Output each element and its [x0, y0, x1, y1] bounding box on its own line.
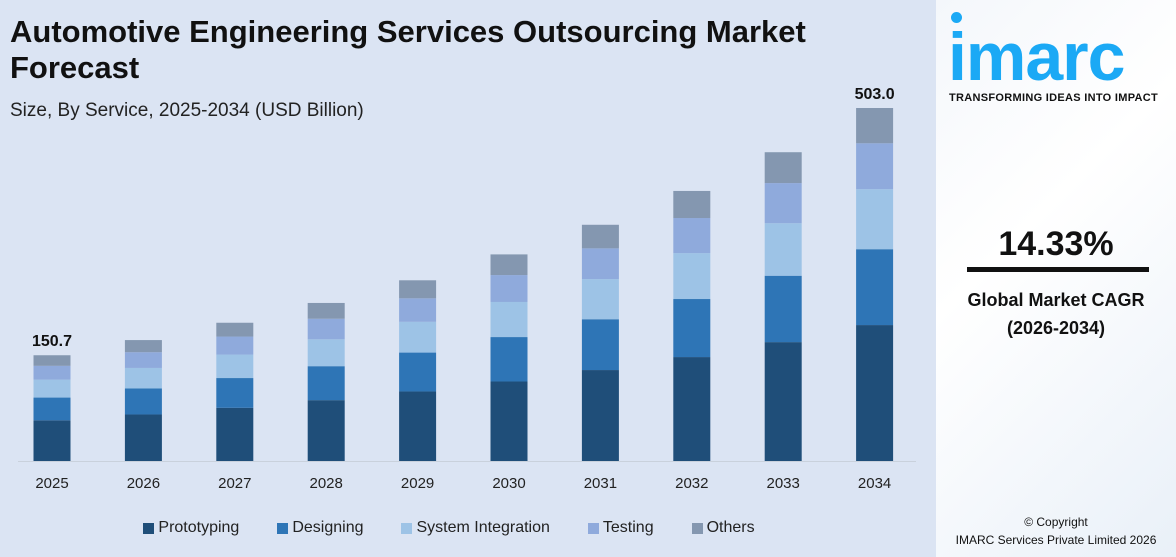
bar-segment-system-integration-2027 [216, 354, 254, 379]
x-tick-label: 2029 [401, 475, 434, 492]
bar-segment-prototyping-2034 [856, 325, 894, 461]
bar-segment-prototyping-2032 [673, 357, 711, 461]
legend-item: Prototyping [143, 519, 239, 537]
bar-segment-prototyping-2033 [764, 342, 802, 461]
bar-segment-testing-2030 [490, 275, 528, 302]
bar-segment-testing-2031 [581, 248, 619, 280]
bar-segment-others-2026 [124, 340, 162, 353]
bar-segment-others-2028 [307, 302, 345, 319]
bar-segment-designing-2031 [581, 319, 619, 371]
legend-swatch [401, 522, 413, 534]
bar-segment-others-2032 [673, 190, 711, 219]
bar-segment-others-2027 [216, 322, 254, 337]
bar-segment-others-2029 [399, 280, 437, 299]
x-tick-label: 2033 [767, 475, 800, 492]
cagr-label: Global Market CAGR (2026-2034) [936, 286, 1176, 342]
legend-item: Designing [277, 519, 363, 537]
bar-segment-system-integration-2033 [764, 223, 802, 276]
bar-segment-others-2025 [33, 355, 71, 366]
legend-label: System Integration [416, 519, 550, 536]
bar-segment-system-integration-2034 [856, 189, 894, 250]
bar-segment-system-integration-2029 [399, 321, 437, 353]
chart-subtitle: Size, By Service, 2025-2034 (USD Billion… [10, 100, 364, 121]
x-tick-label: 2028 [310, 475, 343, 492]
bar-segment-prototyping-2030 [490, 381, 528, 461]
bar-segment-prototyping-2026 [124, 414, 162, 461]
bar-segment-system-integration-2032 [673, 253, 711, 300]
info-panel: imarc TRANSFORMING IDEAS INTO IMPACT 14.… [936, 0, 1176, 557]
legend-swatch [143, 522, 155, 534]
legend-label: Testing [602, 519, 654, 536]
company-name: IMARC Services Private Limited 2026 [955, 533, 1157, 547]
bar-segment-system-integration-2026 [124, 367, 162, 389]
bar-segment-system-integration-2025 [33, 379, 71, 398]
bar-segment-designing-2030 [490, 337, 528, 382]
bar-segment-designing-2034 [856, 249, 894, 326]
logo-dot [951, 12, 962, 23]
legend-label: Others [706, 519, 755, 536]
cagr-period: (2026-2034) [1006, 318, 1106, 338]
bar-segment-others-2034 [856, 108, 894, 144]
imarc-logo: imarc [948, 19, 1125, 95]
bar-segment-testing-2034 [856, 143, 894, 190]
legend-item: System Integration [401, 519, 550, 537]
bar-segment-system-integration-2031 [581, 279, 619, 320]
bar-segment-designing-2029 [399, 352, 437, 392]
x-tick-label: 2027 [218, 475, 251, 492]
bar-segment-designing-2027 [216, 378, 254, 408]
bar-segment-prototyping-2031 [581, 370, 619, 461]
bar-segment-others-2033 [764, 152, 802, 184]
bar-segment-designing-2032 [673, 299, 711, 358]
legend-item: Testing [587, 519, 654, 537]
bar-segment-testing-2027 [216, 336, 254, 355]
bar-segment-testing-2033 [764, 183, 802, 224]
bar-segment-designing-2025 [33, 397, 71, 421]
bar-segment-designing-2026 [124, 388, 162, 415]
divider [967, 267, 1149, 272]
bar-segment-designing-2033 [764, 275, 802, 343]
bar-segment-others-2031 [581, 224, 619, 249]
x-tick-label: 2034 [858, 475, 891, 492]
chart-panel: Automotive Engineering Services Outsourc… [0, 14, 936, 537]
bar-segment-prototyping-2027 [216, 407, 254, 461]
bar-segment-designing-2028 [307, 366, 345, 401]
legend-label: Designing [292, 519, 364, 536]
copyright: © Copyright [1024, 515, 1088, 529]
bar-segment-testing-2025 [33, 365, 71, 380]
brand-tagline: TRANSFORMING IDEAS INTO IMPACT [949, 92, 1159, 104]
data-label: 150.7 [32, 333, 72, 350]
cagr-value: 14.33% [998, 225, 1114, 263]
chart-title: Automotive Engineering Services Outsourc… [10, 14, 806, 85]
bar-segment-testing-2032 [673, 218, 711, 254]
bar-segment-prototyping-2025 [33, 420, 71, 461]
x-tick-label: 2026 [127, 475, 160, 492]
bar-segment-testing-2029 [399, 298, 437, 322]
data-label: 503.0 [855, 86, 895, 103]
x-tick-label: 2030 [492, 475, 525, 492]
legend-swatch [691, 522, 703, 534]
bar-segment-prototyping-2028 [307, 400, 345, 461]
cagr-label-text: Global Market CAGR [967, 290, 1145, 310]
bar-segment-system-integration-2028 [307, 339, 345, 367]
legend-label: Prototyping [158, 519, 240, 536]
x-tick-label: 2031 [584, 475, 617, 492]
legend: Prototyping Designing System Integration Te… [0, 519, 936, 537]
x-tick-label: 2025 [35, 475, 68, 492]
legend-item: Others [691, 519, 755, 537]
bar-segment-testing-2028 [307, 318, 345, 340]
stacked-bar-chart: 2025 150.7 2026 2027 2028 2029 2030 2031 2032 203… [18, 86, 916, 492]
legend-swatch [277, 522, 289, 534]
legend-swatch [587, 522, 599, 534]
bar-segment-system-integration-2030 [490, 301, 528, 338]
x-tick-label: 2032 [675, 475, 708, 492]
bar-segment-prototyping-2029 [399, 391, 437, 461]
bar-segment-others-2030 [490, 254, 528, 276]
bar-segment-testing-2026 [124, 352, 162, 368]
